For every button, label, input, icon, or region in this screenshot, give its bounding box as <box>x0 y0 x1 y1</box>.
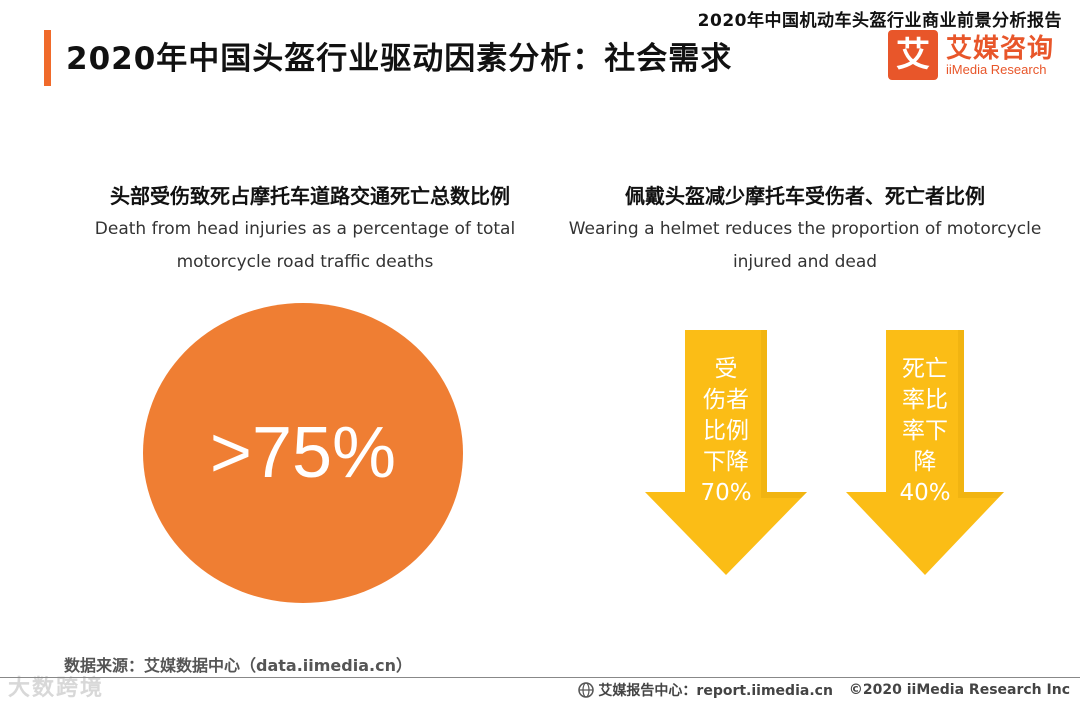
arrow-injured-line: 受 <box>714 356 738 382</box>
right-panel-title-en-line1: Wearing a helmet reduces the proportion … <box>568 219 1042 239</box>
stat-circle <box>143 303 463 603</box>
report-center-link[interactable]: 艾媒报告中心：report.iimedia.cn <box>598 683 833 699</box>
arrow-injured-value: 70% <box>700 480 752 506</box>
down-arrow-injured-highlight <box>761 330 807 498</box>
left-panel-title-en: Death from head injuries as a percentage… <box>70 213 540 279</box>
arrow-injured-line: 伤者 <box>703 387 749 413</box>
footer-credits: 艾媒报告中心：report.iimedia.cn ©2020 iiMedia R… <box>578 680 1070 700</box>
arrow-injured-line: 下降 <box>703 449 749 475</box>
logo-name-en: iiMedia Research <box>946 62 1047 77</box>
left-panel-title-en-line1: Death from head injuries as a percentage… <box>94 219 516 239</box>
globe-icon <box>578 682 595 698</box>
logo-mark: 艾 <box>896 35 930 75</box>
down-arrow-death <box>846 330 1004 575</box>
arrow-death-line: 降 <box>913 449 937 475</box>
left-panel-title-cn: 头部受伤致死占摩托车道路交通死亡总数比例 <box>110 184 510 208</box>
logo-name-cn: 艾媒咨询 <box>946 34 1055 64</box>
arrow-death-line: 死亡 <box>902 356 948 382</box>
brand-logo: 艾 艾媒咨询 iiMedia Research <box>888 30 1068 80</box>
down-arrow-death-shape <box>846 330 1004 575</box>
arrow-death-label: 死亡 率比 率下 降 40% <box>879 354 971 509</box>
title-accent-bar <box>44 30 51 86</box>
right-panel-title-en: Wearing a helmet reduces the proportion … <box>555 213 1055 279</box>
down-arrow-injured-shape <box>645 330 807 575</box>
right-panel-title-cn: 佩戴头盔减少摩托车受伤者、死亡者比例 <box>625 184 985 208</box>
down-arrow-death-highlight <box>958 330 1004 498</box>
stat-value: >75% <box>209 413 397 493</box>
left-panel-title-en-line2: motorcycle road traffic deaths <box>176 252 434 272</box>
arrow-death-line: 率比 <box>902 387 948 413</box>
down-arrow-injured <box>645 330 807 575</box>
arrow-injured-line: 比例 <box>703 418 749 444</box>
page-title: 2020年中国头盔行业驱动因素分析：社会需求 <box>66 41 733 77</box>
logo-mark-box <box>888 30 938 80</box>
watermark: 大数跨境 <box>8 676 105 701</box>
data-source: 数据来源：艾媒数据中心（data.iimedia.cn） <box>64 656 412 675</box>
arrow-death-line: 率下 <box>902 418 948 444</box>
footer-divider <box>0 677 1080 678</box>
report-title: 2020年中国机动车头盔行业商业前景分析报告 <box>697 11 1062 31</box>
right-panel-title-en-line2: injured and dead <box>732 252 878 272</box>
arrow-death-value: 40% <box>899 480 951 506</box>
arrow-injured-label: 受 伤者 比例 下降 70% <box>680 354 772 509</box>
copyright: ©2020 iiMedia Research Inc <box>848 682 1070 698</box>
